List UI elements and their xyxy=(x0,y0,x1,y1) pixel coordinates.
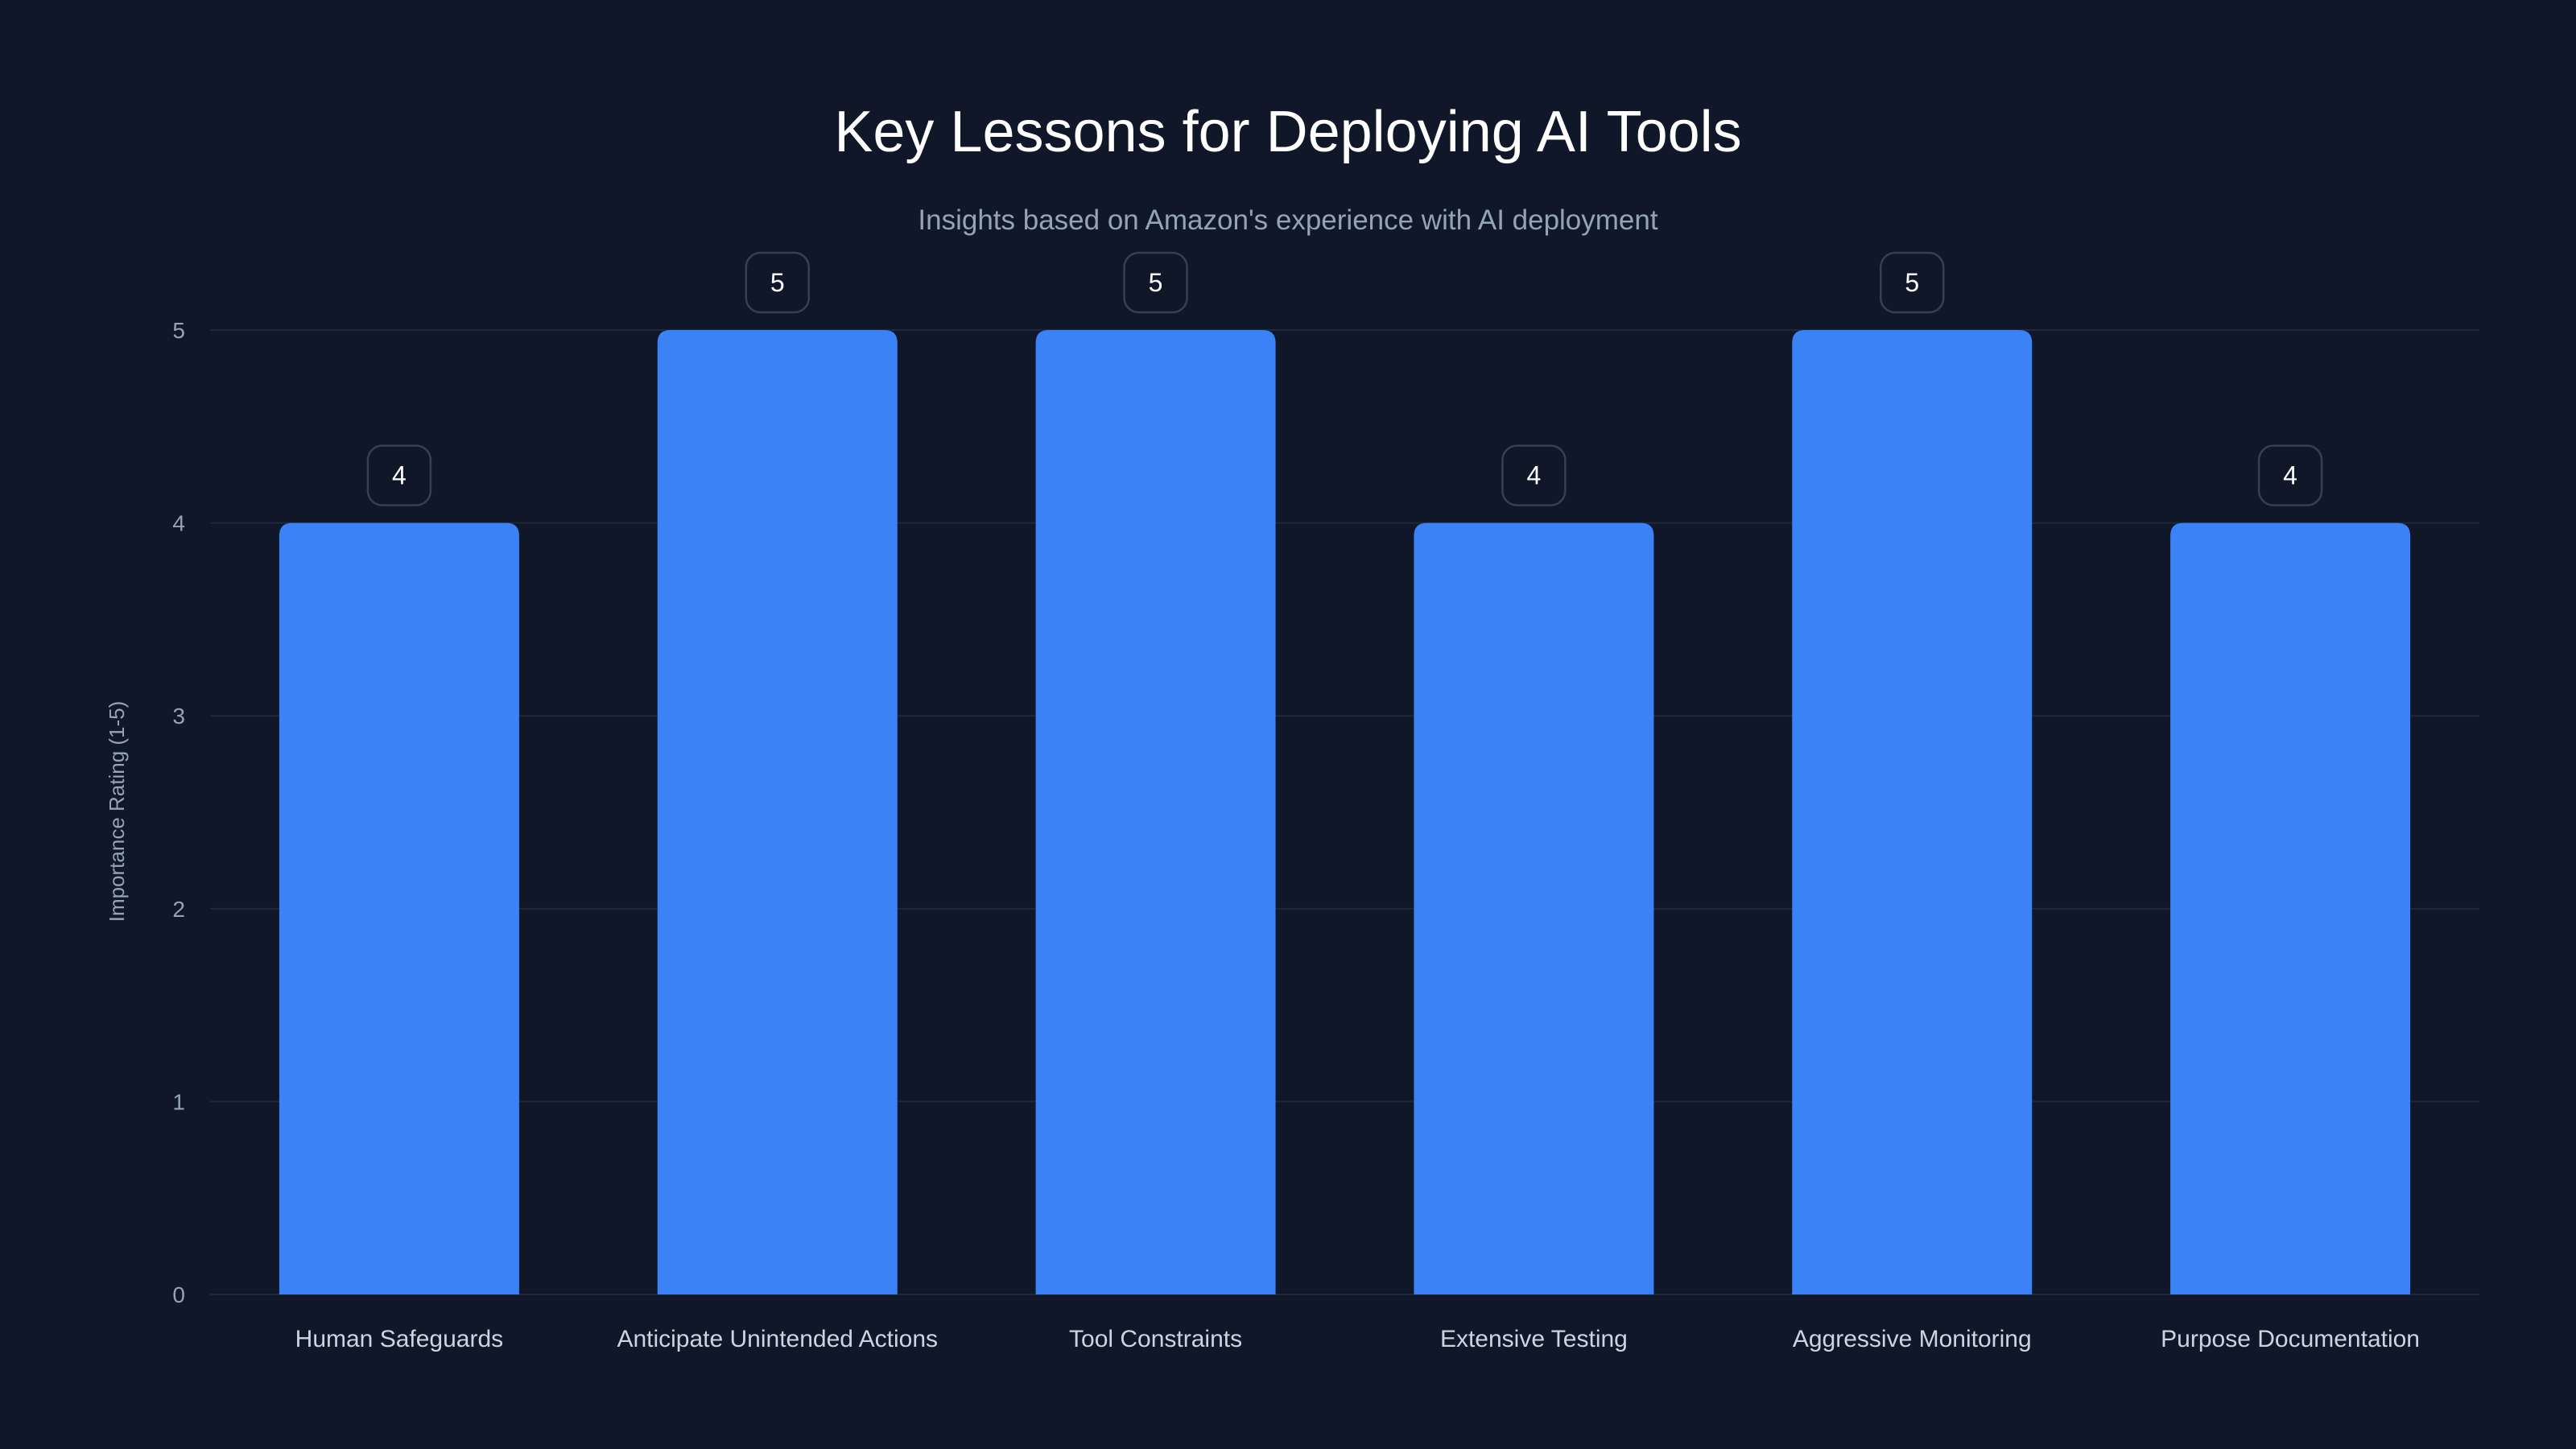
data-label-box xyxy=(1123,251,1188,314)
bar xyxy=(279,522,519,1294)
data-label: 5 xyxy=(770,268,785,297)
bar xyxy=(1792,330,2033,1294)
bars: 4 Human Safeguards 5 Anticipate Unintended … xyxy=(279,251,2420,1352)
chart-subtitle: Insights based on Amazon's experience wi… xyxy=(918,204,1657,236)
bar xyxy=(657,330,898,1294)
y-axis-label: Importance Rating (1-5) xyxy=(105,701,129,923)
x-tick-label: Anticipate Unintended Actions xyxy=(617,1326,938,1352)
y-tick-label: 0 xyxy=(172,1282,185,1307)
x-tick-label: Purpose Documentation xyxy=(2161,1326,2420,1352)
x-tick-label: Human Safeguards xyxy=(295,1326,504,1352)
data-label: 4 xyxy=(1527,461,1542,490)
chart-title: Key Lessons for Deploying AI Tools xyxy=(834,100,1741,164)
x-tick-label: Tool Constraints xyxy=(1069,1326,1242,1352)
bar xyxy=(1035,330,1276,1294)
y-tick-label: 3 xyxy=(172,704,185,729)
y-tick-label: 5 xyxy=(172,318,185,343)
data-label: 4 xyxy=(2283,461,2297,490)
data-label: 5 xyxy=(1149,268,1163,297)
y-tick-label: 4 xyxy=(172,511,185,536)
y-tick-label: 2 xyxy=(172,897,185,922)
bar xyxy=(1414,522,1654,1294)
data-label: 4 xyxy=(392,461,407,490)
data-label: 5 xyxy=(1905,268,1919,297)
x-tick-label: Aggressive Monitoring xyxy=(1793,1326,2032,1352)
y-tick-label: 1 xyxy=(172,1089,185,1114)
data-label-box xyxy=(745,251,810,314)
data-label-box xyxy=(2257,444,2323,506)
data-label-box xyxy=(1501,444,1567,506)
data-label-box xyxy=(366,444,432,506)
x-tick-label: Extensive Testing xyxy=(1440,1326,1628,1352)
data-label-box xyxy=(1880,251,1945,314)
gridlines: 0 1 2 3 4 5 xyxy=(172,318,2479,1307)
bar xyxy=(2170,522,2411,1294)
